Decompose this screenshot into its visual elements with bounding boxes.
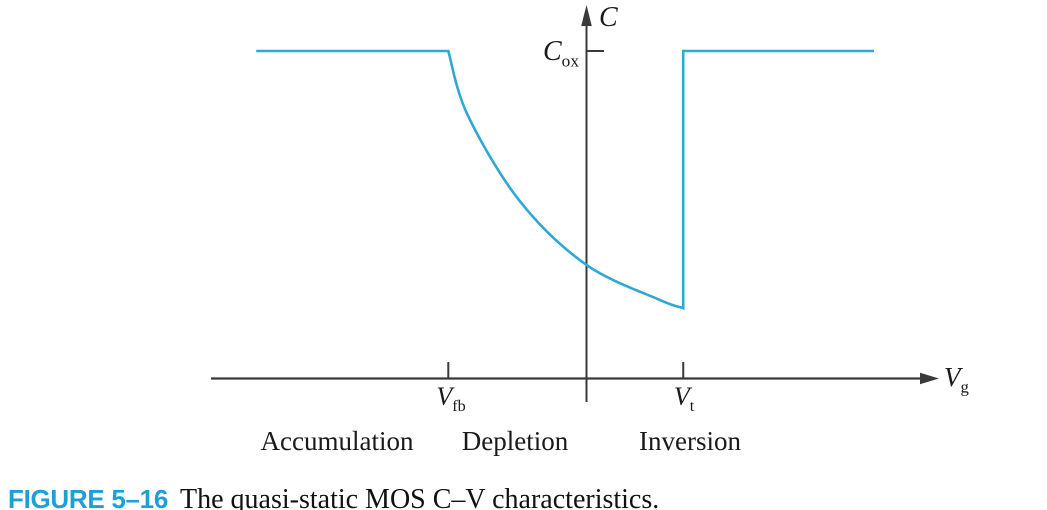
x-tick-label-vt-main: V (673, 382, 690, 411)
figure-caption-text: The quasi-static MOS C–V characteristics… (180, 484, 660, 510)
y-axis-label-main: C (599, 2, 618, 33)
x-tick-label-vt-sub: t (689, 398, 695, 416)
y-tick-label-cox-sub: ox (561, 51, 579, 71)
region-label-depletion: Depletion (461, 426, 569, 456)
figure-caption-number: FIGURE 5–16 (8, 484, 168, 510)
region-label-accumulation: Accumulation (260, 426, 414, 456)
cv-curve (256, 49, 874, 310)
x-tick-label-vt: Vt (674, 384, 694, 415)
x-axis-label-sub: g (960, 377, 969, 397)
x-axis-arrowhead (920, 372, 939, 385)
cv-plot (211, 5, 939, 402)
region-label-inversion: Inversion (639, 426, 741, 456)
figure-caption: FIGURE 5–16 The quasi-static MOS C–V char… (8, 484, 659, 510)
y-tick-label-cox-main: C (542, 36, 562, 67)
x-axis-label-main: V (944, 362, 961, 392)
x-tick-label-vfb-main: V (436, 382, 453, 411)
x-tick-label-vfb: Vfb (436, 384, 465, 415)
x-tick-label-vfb-sub: fb (452, 398, 466, 416)
y-axis-label: C (599, 4, 618, 32)
x-axis-label: Vg (944, 364, 969, 396)
y-axis-arrowhead (581, 5, 592, 26)
y-tick-label-cox: Cox (543, 38, 579, 70)
